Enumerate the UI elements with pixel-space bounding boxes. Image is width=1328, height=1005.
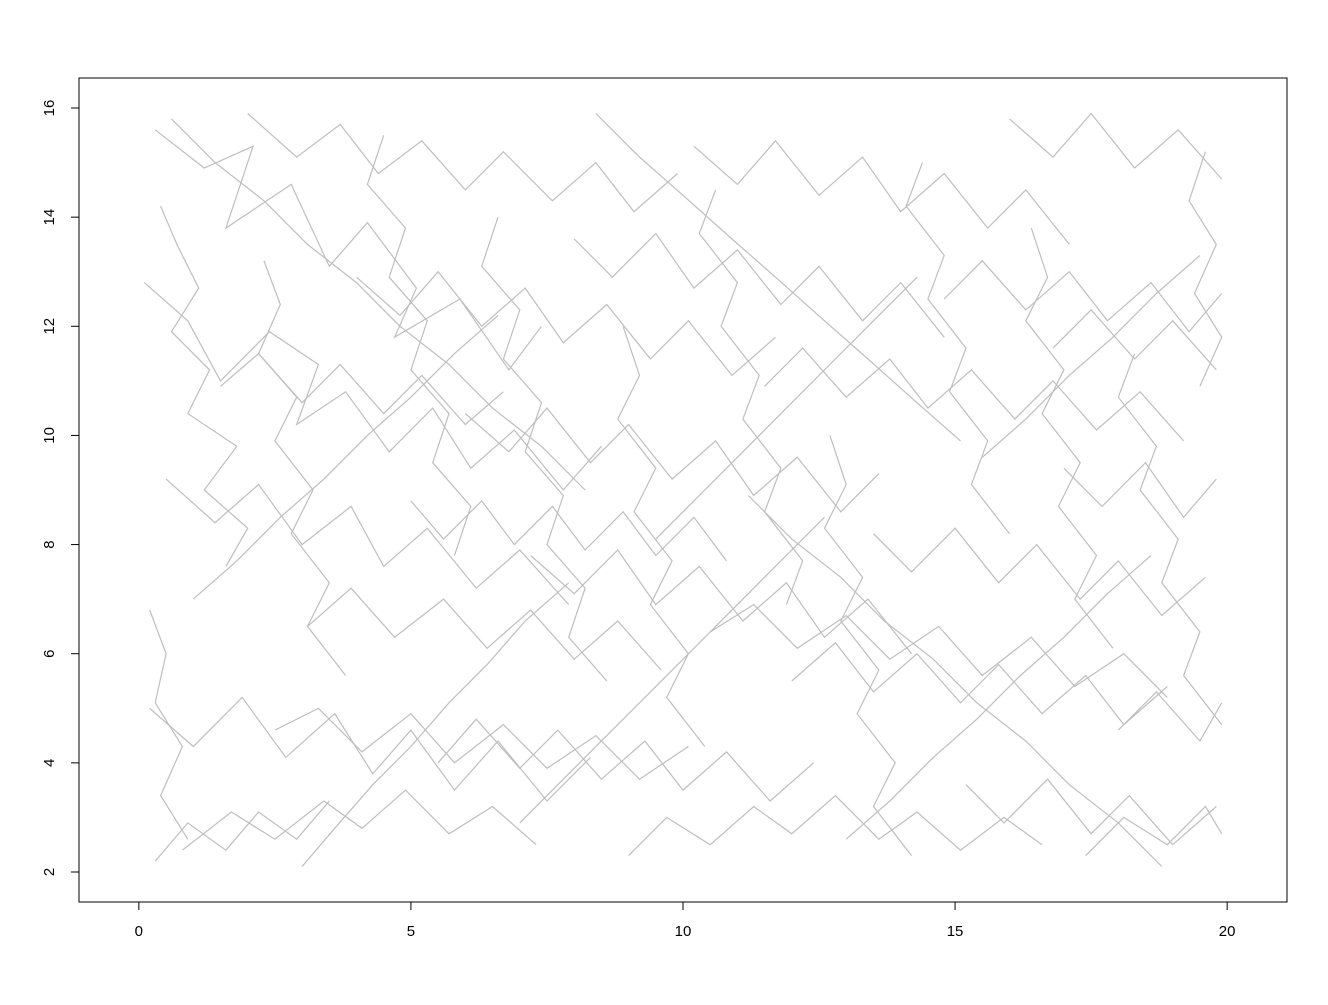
series-line-26 bbox=[481, 217, 608, 682]
series-line-9 bbox=[437, 718, 814, 802]
y-tick-label: 10 bbox=[41, 427, 58, 444]
y-tick-label: 12 bbox=[41, 318, 58, 335]
series-line-21 bbox=[1063, 461, 1217, 519]
series-line-18 bbox=[943, 259, 1223, 333]
y-tick-label: 6 bbox=[41, 650, 58, 658]
series-line-48 bbox=[154, 800, 330, 862]
series-line-28 bbox=[698, 189, 804, 605]
series-line-6 bbox=[247, 113, 678, 213]
series-line-44 bbox=[274, 707, 689, 780]
series-line-27 bbox=[616, 326, 706, 747]
series-line-43 bbox=[747, 495, 1163, 867]
y-tick-label: 4 bbox=[41, 759, 58, 767]
series-line-41 bbox=[171, 118, 586, 491]
series-line-40 bbox=[981, 254, 1201, 458]
series-line-13 bbox=[628, 794, 1043, 857]
y-tick-label: 2 bbox=[41, 868, 58, 876]
series-line-1 bbox=[154, 129, 542, 371]
series-line-42 bbox=[595, 113, 961, 442]
series-line-12 bbox=[530, 549, 912, 655]
x-tick-label: 15 bbox=[947, 923, 964, 940]
series-line-38 bbox=[655, 276, 918, 540]
plot-frame bbox=[78, 77, 1288, 903]
series-layer bbox=[143, 112, 1223, 867]
series-line-17 bbox=[873, 527, 1206, 617]
series-line-46 bbox=[220, 352, 504, 426]
series-line-3 bbox=[165, 478, 570, 606]
series-line-11 bbox=[573, 232, 945, 338]
x-tick-label: 0 bbox=[135, 923, 143, 940]
x-axis: 0 5 10 15 20 bbox=[135, 901, 1236, 940]
series-line-5 bbox=[182, 789, 537, 851]
y-tick-label: 16 bbox=[41, 100, 58, 117]
y-tick-label: 8 bbox=[41, 540, 58, 548]
series-line-8 bbox=[307, 587, 662, 671]
y-tick-label: 14 bbox=[41, 209, 58, 226]
series-line-24 bbox=[257, 260, 347, 676]
series-line-4 bbox=[149, 696, 591, 802]
series-line-30 bbox=[905, 162, 1010, 535]
x-tick-label: 10 bbox=[675, 923, 692, 940]
x-tick-label: 20 bbox=[1219, 923, 1236, 940]
series-line-20 bbox=[1009, 112, 1223, 180]
y-axis: 2 4 6 8 10 12 14 16 bbox=[41, 100, 80, 876]
series-line-32 bbox=[1117, 353, 1223, 725]
series-line-22 bbox=[1117, 691, 1223, 743]
series-line-35 bbox=[301, 582, 570, 867]
series-line-15 bbox=[764, 347, 1185, 442]
series-line-7 bbox=[356, 270, 776, 377]
series-line-50 bbox=[410, 499, 727, 562]
series-line-45 bbox=[709, 603, 1168, 698]
series-line-37 bbox=[519, 516, 825, 824]
series-line-14 bbox=[693, 139, 1070, 245]
series-line-31 bbox=[1025, 227, 1114, 649]
series-line-34 bbox=[149, 609, 189, 840]
x-tick-label: 5 bbox=[407, 923, 415, 940]
series-line-16 bbox=[791, 641, 1168, 726]
series-line-49 bbox=[1085, 805, 1223, 857]
series-line-23 bbox=[160, 205, 249, 567]
series-line-29 bbox=[823, 435, 912, 856]
series-line-36 bbox=[192, 314, 499, 600]
series-line-10 bbox=[464, 407, 880, 513]
series-line-2 bbox=[143, 282, 602, 491]
series-line-47 bbox=[1052, 309, 1217, 371]
series-line-33 bbox=[1188, 151, 1223, 387]
series-line-39 bbox=[845, 555, 1152, 840]
series-line-25 bbox=[366, 135, 472, 556]
series-line-19 bbox=[965, 778, 1217, 846]
